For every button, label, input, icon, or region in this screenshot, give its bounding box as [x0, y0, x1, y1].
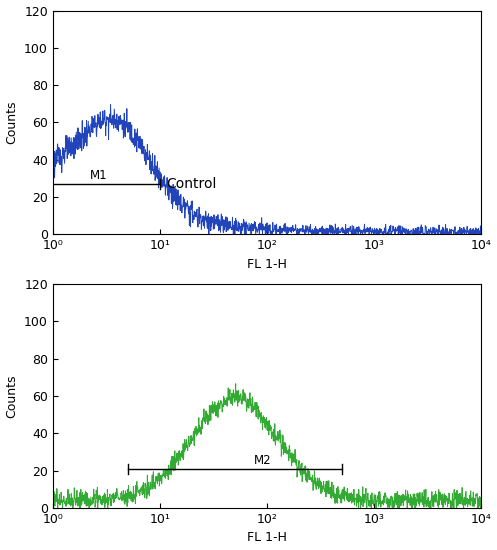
Text: Control: Control	[166, 177, 217, 191]
Text: M1: M1	[89, 169, 107, 183]
Text: M2: M2	[253, 454, 271, 467]
X-axis label: FL 1-H: FL 1-H	[247, 258, 287, 271]
Y-axis label: Counts: Counts	[5, 375, 18, 418]
X-axis label: FL 1-H: FL 1-H	[247, 531, 287, 544]
Y-axis label: Counts: Counts	[5, 101, 18, 144]
